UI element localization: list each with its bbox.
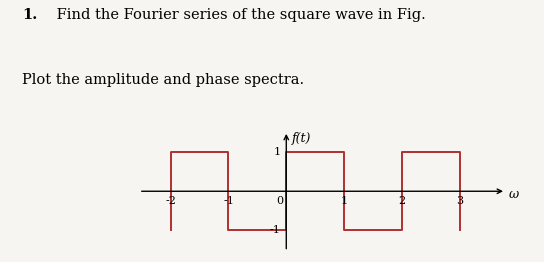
Text: -2: -2 bbox=[165, 196, 176, 206]
Text: ω: ω bbox=[509, 188, 519, 201]
Text: 1: 1 bbox=[341, 196, 348, 206]
Text: 1.: 1. bbox=[22, 8, 37, 22]
Text: 2: 2 bbox=[398, 196, 405, 206]
Text: Plot the amplitude and phase spectra.: Plot the amplitude and phase spectra. bbox=[22, 73, 304, 87]
Text: 3: 3 bbox=[456, 196, 463, 206]
Text: 0: 0 bbox=[276, 196, 283, 206]
Text: 1: 1 bbox=[274, 148, 281, 157]
Text: f(t): f(t) bbox=[292, 132, 311, 145]
Text: Find the Fourier series of the square wave in Fig.: Find the Fourier series of the square wa… bbox=[52, 8, 425, 22]
Text: -1: -1 bbox=[270, 225, 281, 235]
Text: -1: -1 bbox=[223, 196, 234, 206]
